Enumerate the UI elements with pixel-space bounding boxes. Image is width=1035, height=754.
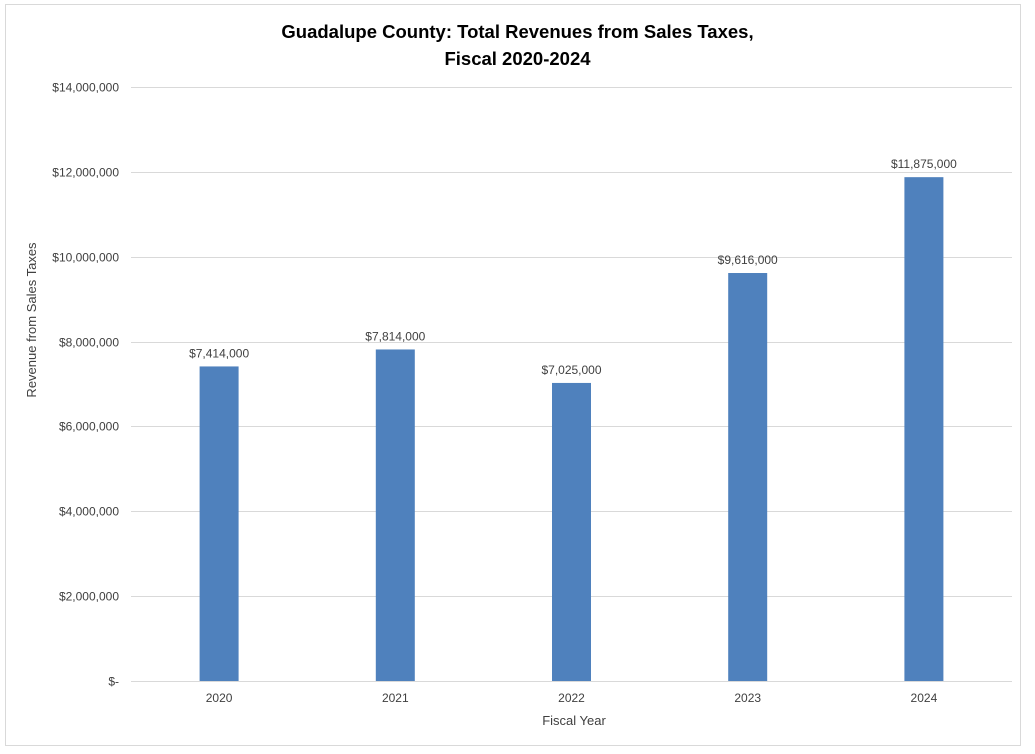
data-label-2022: $7,025,000 (541, 363, 601, 377)
x-axis-title: Fiscal Year (542, 713, 606, 728)
y-axis-ticks: $- $2,000,000 $4,000,000 $6,000,000 $8,000,0… (52, 81, 119, 689)
x-tick-label: 2020 (206, 691, 233, 705)
data-label-2023: $9,616,000 (718, 253, 778, 267)
bars (199, 177, 944, 682)
data-label-2020: $7,414,000 (189, 346, 249, 360)
bar-2021 (375, 349, 415, 681)
chart-title: Guadalupe County: Total Revenues from Sa… (0, 18, 1035, 72)
chart-title-line2: Fiscal 2020-2024 (444, 48, 591, 69)
data-label-2021: $7,814,000 (365, 329, 425, 343)
y-tick-label: $4,000,000 (59, 505, 119, 519)
bar-2023 (728, 273, 768, 681)
bar-2024 (904, 177, 944, 682)
y-tick-label: $10,000,000 (52, 251, 119, 265)
x-tick-label: 2023 (734, 691, 761, 705)
bar-2020 (199, 366, 239, 681)
y-tick-label: $14,000,000 (52, 81, 119, 95)
y-tick-label: $2,000,000 (59, 590, 119, 604)
bar-2022 (552, 382, 591, 681)
x-tick-label: 2024 (911, 691, 938, 705)
x-axis-ticks: 2020 2021 2022 2023 2024 (206, 691, 938, 705)
data-label-2024: $11,875,000 (891, 157, 957, 171)
data-labels: $7,414,000 $7,814,000 $7,025,000 $9,616,000… (189, 157, 957, 377)
y-tick-label: $8,000,000 (59, 336, 119, 350)
y-tick-label: $12,000,000 (52, 166, 119, 180)
chart-frame (5, 4, 1021, 746)
y-tick-label: $- (108, 675, 119, 689)
x-tick-label: 2021 (382, 691, 409, 705)
y-axis-title: Revenue from Sales Taxes (24, 242, 39, 398)
y-tick-label: $6,000,000 (59, 420, 119, 434)
x-tick-label: 2022 (558, 691, 585, 705)
chart-title-line1: Guadalupe County: Total Revenues from Sa… (281, 21, 754, 42)
